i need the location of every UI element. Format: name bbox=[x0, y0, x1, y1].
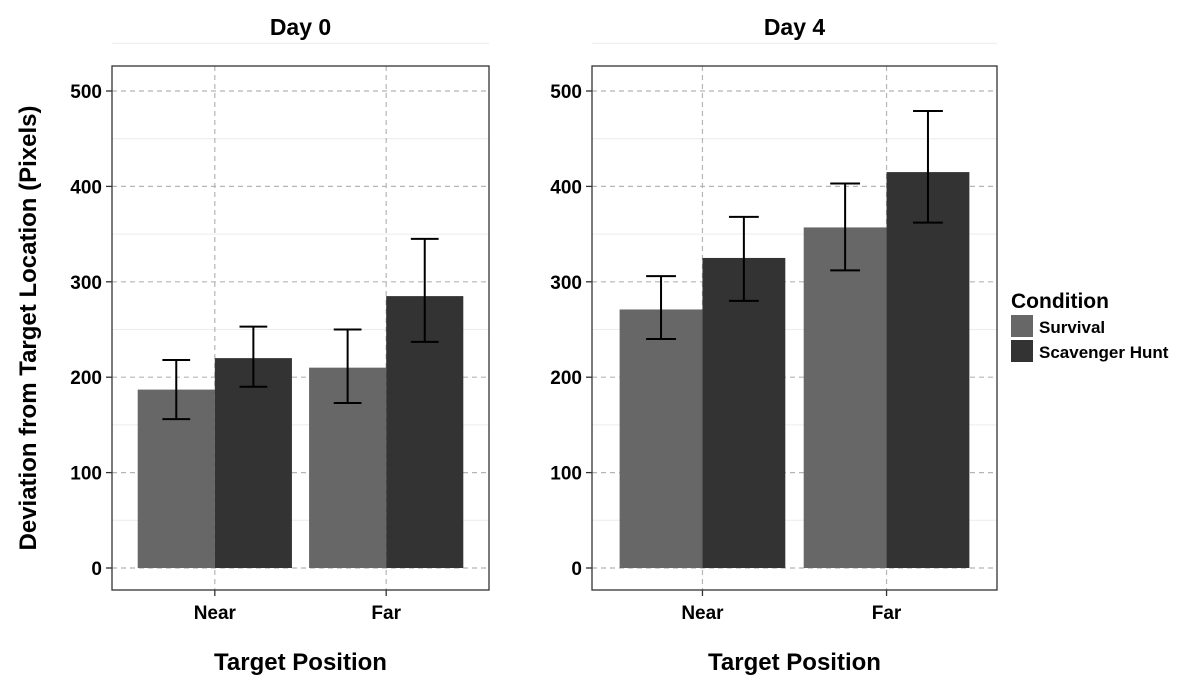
x-tick-label: Far bbox=[872, 603, 902, 624]
panel-2: 0 100 200 300 400 500 Near Far Day 4 Target Posit… bbox=[550, 14, 998, 676]
legend-key-survival bbox=[1011, 315, 1033, 337]
panel-title: Day 0 bbox=[270, 14, 331, 40]
panel-title: Day 4 bbox=[764, 14, 826, 40]
x-axis-title: Target Position bbox=[708, 649, 881, 676]
y-tick-label: 500 bbox=[70, 82, 102, 103]
y-tick-label: 400 bbox=[70, 177, 102, 198]
x-tick-label: Near bbox=[194, 603, 237, 624]
y-axis-title: Deviation from Target Location (Pixels) bbox=[15, 106, 42, 551]
bar-scavenger-hunt-near bbox=[214, 358, 292, 568]
x-tick-label: Far bbox=[371, 603, 401, 624]
y-tick-label: 0 bbox=[571, 559, 582, 580]
y-tick-label: 200 bbox=[70, 368, 102, 389]
legend-label: Survival bbox=[1039, 318, 1105, 337]
legend: Condition Survival Scavenger Hunt bbox=[1011, 290, 1169, 362]
y-tick-label: 500 bbox=[550, 82, 582, 103]
panel-border bbox=[111, 65, 490, 591]
y-tick-label: 0 bbox=[91, 559, 102, 580]
legend-title: Condition bbox=[1011, 290, 1109, 313]
y-tick-label: 200 bbox=[550, 368, 582, 389]
x-tick-label: Near bbox=[681, 603, 724, 624]
bar-scavenger-hunt-near bbox=[702, 257, 786, 568]
panel-border bbox=[591, 65, 998, 591]
legend-label: Scavenger Hunt bbox=[1039, 343, 1169, 362]
y-tick-label: 300 bbox=[70, 273, 102, 294]
bar-scavenger-hunt-far bbox=[886, 172, 970, 568]
y-tick-label: 300 bbox=[550, 273, 582, 294]
bar-survival-near bbox=[619, 309, 703, 568]
y-tick-label: 100 bbox=[70, 464, 102, 485]
legend-key-scavenger-hunt bbox=[1011, 340, 1033, 362]
y-tick-label: 400 bbox=[550, 177, 582, 198]
panel-1: 0 100 200 300 400 500 Near Far Day 0 Target Posit… bbox=[70, 14, 490, 676]
bar-survival-far bbox=[803, 227, 887, 568]
y-tick-label: 100 bbox=[550, 464, 582, 485]
x-axis-title: Target Position bbox=[214, 649, 387, 676]
